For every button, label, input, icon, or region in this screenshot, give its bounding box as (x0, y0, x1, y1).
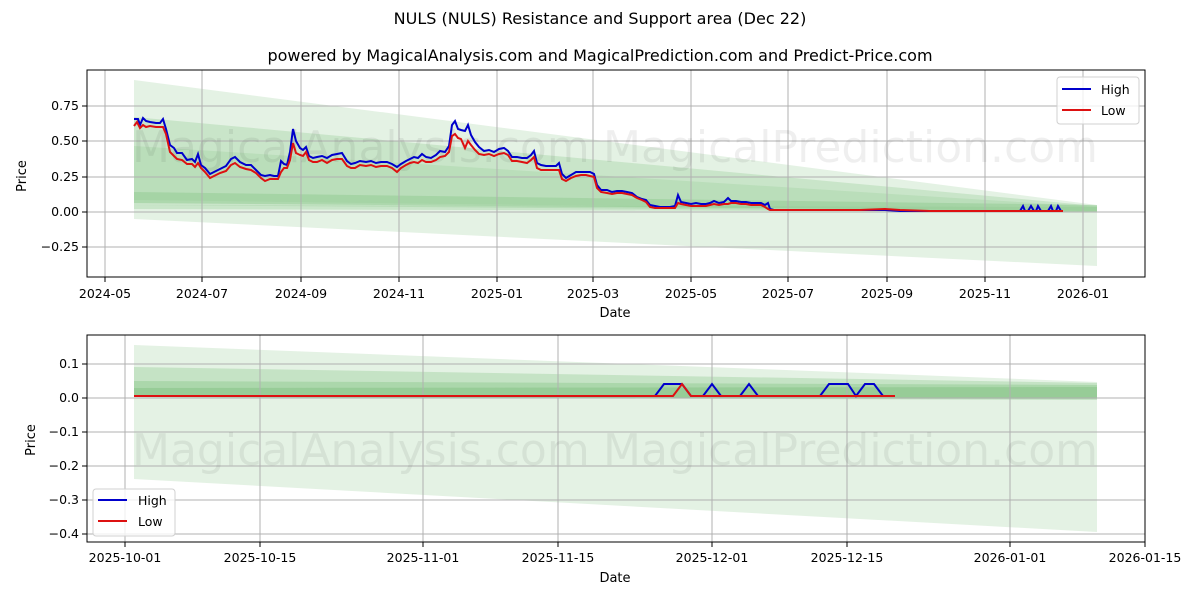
bottom-ytick: −0.4 (49, 526, 79, 541)
bottom-legend: High Low (92, 488, 176, 537)
bottom-xtick: 2025-10-01 (89, 550, 162, 565)
chart-subtitle: powered by MagicalAnalysis.com and Magic… (267, 46, 933, 65)
top-axes-frame (86, 69, 1146, 278)
bottom-ytick: 0.1 (59, 356, 79, 371)
top-xtick: 2024-11 (373, 286, 425, 301)
top-x-axis-label: Date (599, 306, 630, 321)
top-ytick: 0.25 (51, 169, 79, 184)
top-chart: MagicalAnalysis.com MagicalPrediction.co… (15, 69, 1146, 321)
bottom-ytick: −0.3 (49, 492, 79, 507)
top-ytick: 0.50 (51, 133, 79, 148)
top-y-ticks: 0.75 0.50 0.25 0.00 −0.25 (41, 98, 87, 254)
top-xtick: 2025-09 (861, 286, 913, 301)
top-ytick: −0.25 (41, 239, 79, 254)
bottom-xtick: 2026-01-15 (1109, 550, 1182, 565)
legend-high-label: High (138, 493, 167, 508)
legend-low-label: Low (1101, 103, 1126, 118)
watermark-prediction: MagicalPrediction.com (603, 122, 1098, 173)
bottom-band-outer (134, 345, 1097, 532)
top-low-line (133, 120, 1063, 212)
chart-title: NULS (NULS) Resistance and Support area … (393, 9, 807, 28)
top-ytick: 0.00 (51, 204, 79, 219)
bottom-x-axis-label: Date (599, 571, 630, 586)
bottom-x-ticks: 2025-10-01 2025-10-15 2025-11-01 2025-11… (89, 542, 1182, 565)
top-xtick: 2025-07 (762, 286, 814, 301)
bottom-xtick: 2025-10-15 (224, 550, 297, 565)
bottom-xtick: 2025-12-01 (676, 550, 749, 565)
bottom-ytick: −0.2 (49, 458, 79, 473)
top-y-axis-label: Price (15, 160, 30, 192)
top-xtick: 2025-11 (959, 286, 1011, 301)
top-xtick: 2024-09 (275, 286, 327, 301)
bottom-xtick: 2025-11-01 (387, 550, 460, 565)
watermark-analysis: MagicalAnalysis.com (132, 425, 590, 476)
top-xtick: 2026-01 (1057, 286, 1109, 301)
bottom-chart: MagicalAnalysis.com MagicalPrediction.co… (24, 334, 1182, 586)
bottom-ytick: −0.1 (49, 424, 79, 439)
bottom-ytick: 0.0 (59, 390, 79, 405)
top-xtick: 2025-01 (471, 286, 523, 301)
top-xtick: 2024-05 (79, 286, 131, 301)
bottom-low-line (134, 382, 895, 397)
top-band-outer (134, 80, 1097, 266)
bottom-y-ticks: 0.1 0.0 −0.1 −0.2 −0.3 −0.4 (49, 356, 87, 541)
bottom-xtick: 2025-11-15 (522, 550, 595, 565)
bottom-band-mid (134, 367, 1097, 400)
bottom-xtick: 2025-12-15 (811, 550, 884, 565)
top-legend: High Low (1056, 76, 1140, 125)
top-xtick: 2025-03 (567, 286, 619, 301)
bottom-y-axis-label: Price (24, 424, 39, 456)
watermark-prediction: MagicalPrediction.com (603, 425, 1098, 476)
top-ytick: 0.75 (51, 98, 79, 113)
top-xtick: 2024-07 (176, 286, 228, 301)
legend-low-label: Low (138, 514, 163, 529)
bottom-xtick: 2026-01-01 (974, 550, 1047, 565)
top-high-line (134, 116, 1063, 212)
legend-high-label: High (1101, 82, 1130, 97)
top-x-ticks: 2024-05 2024-07 2024-09 2024-11 2025-01 … (79, 277, 1109, 301)
top-band-inner (134, 192, 1097, 211)
top-xtick: 2025-05 (665, 286, 717, 301)
bottom-axes-frame (86, 334, 1146, 543)
